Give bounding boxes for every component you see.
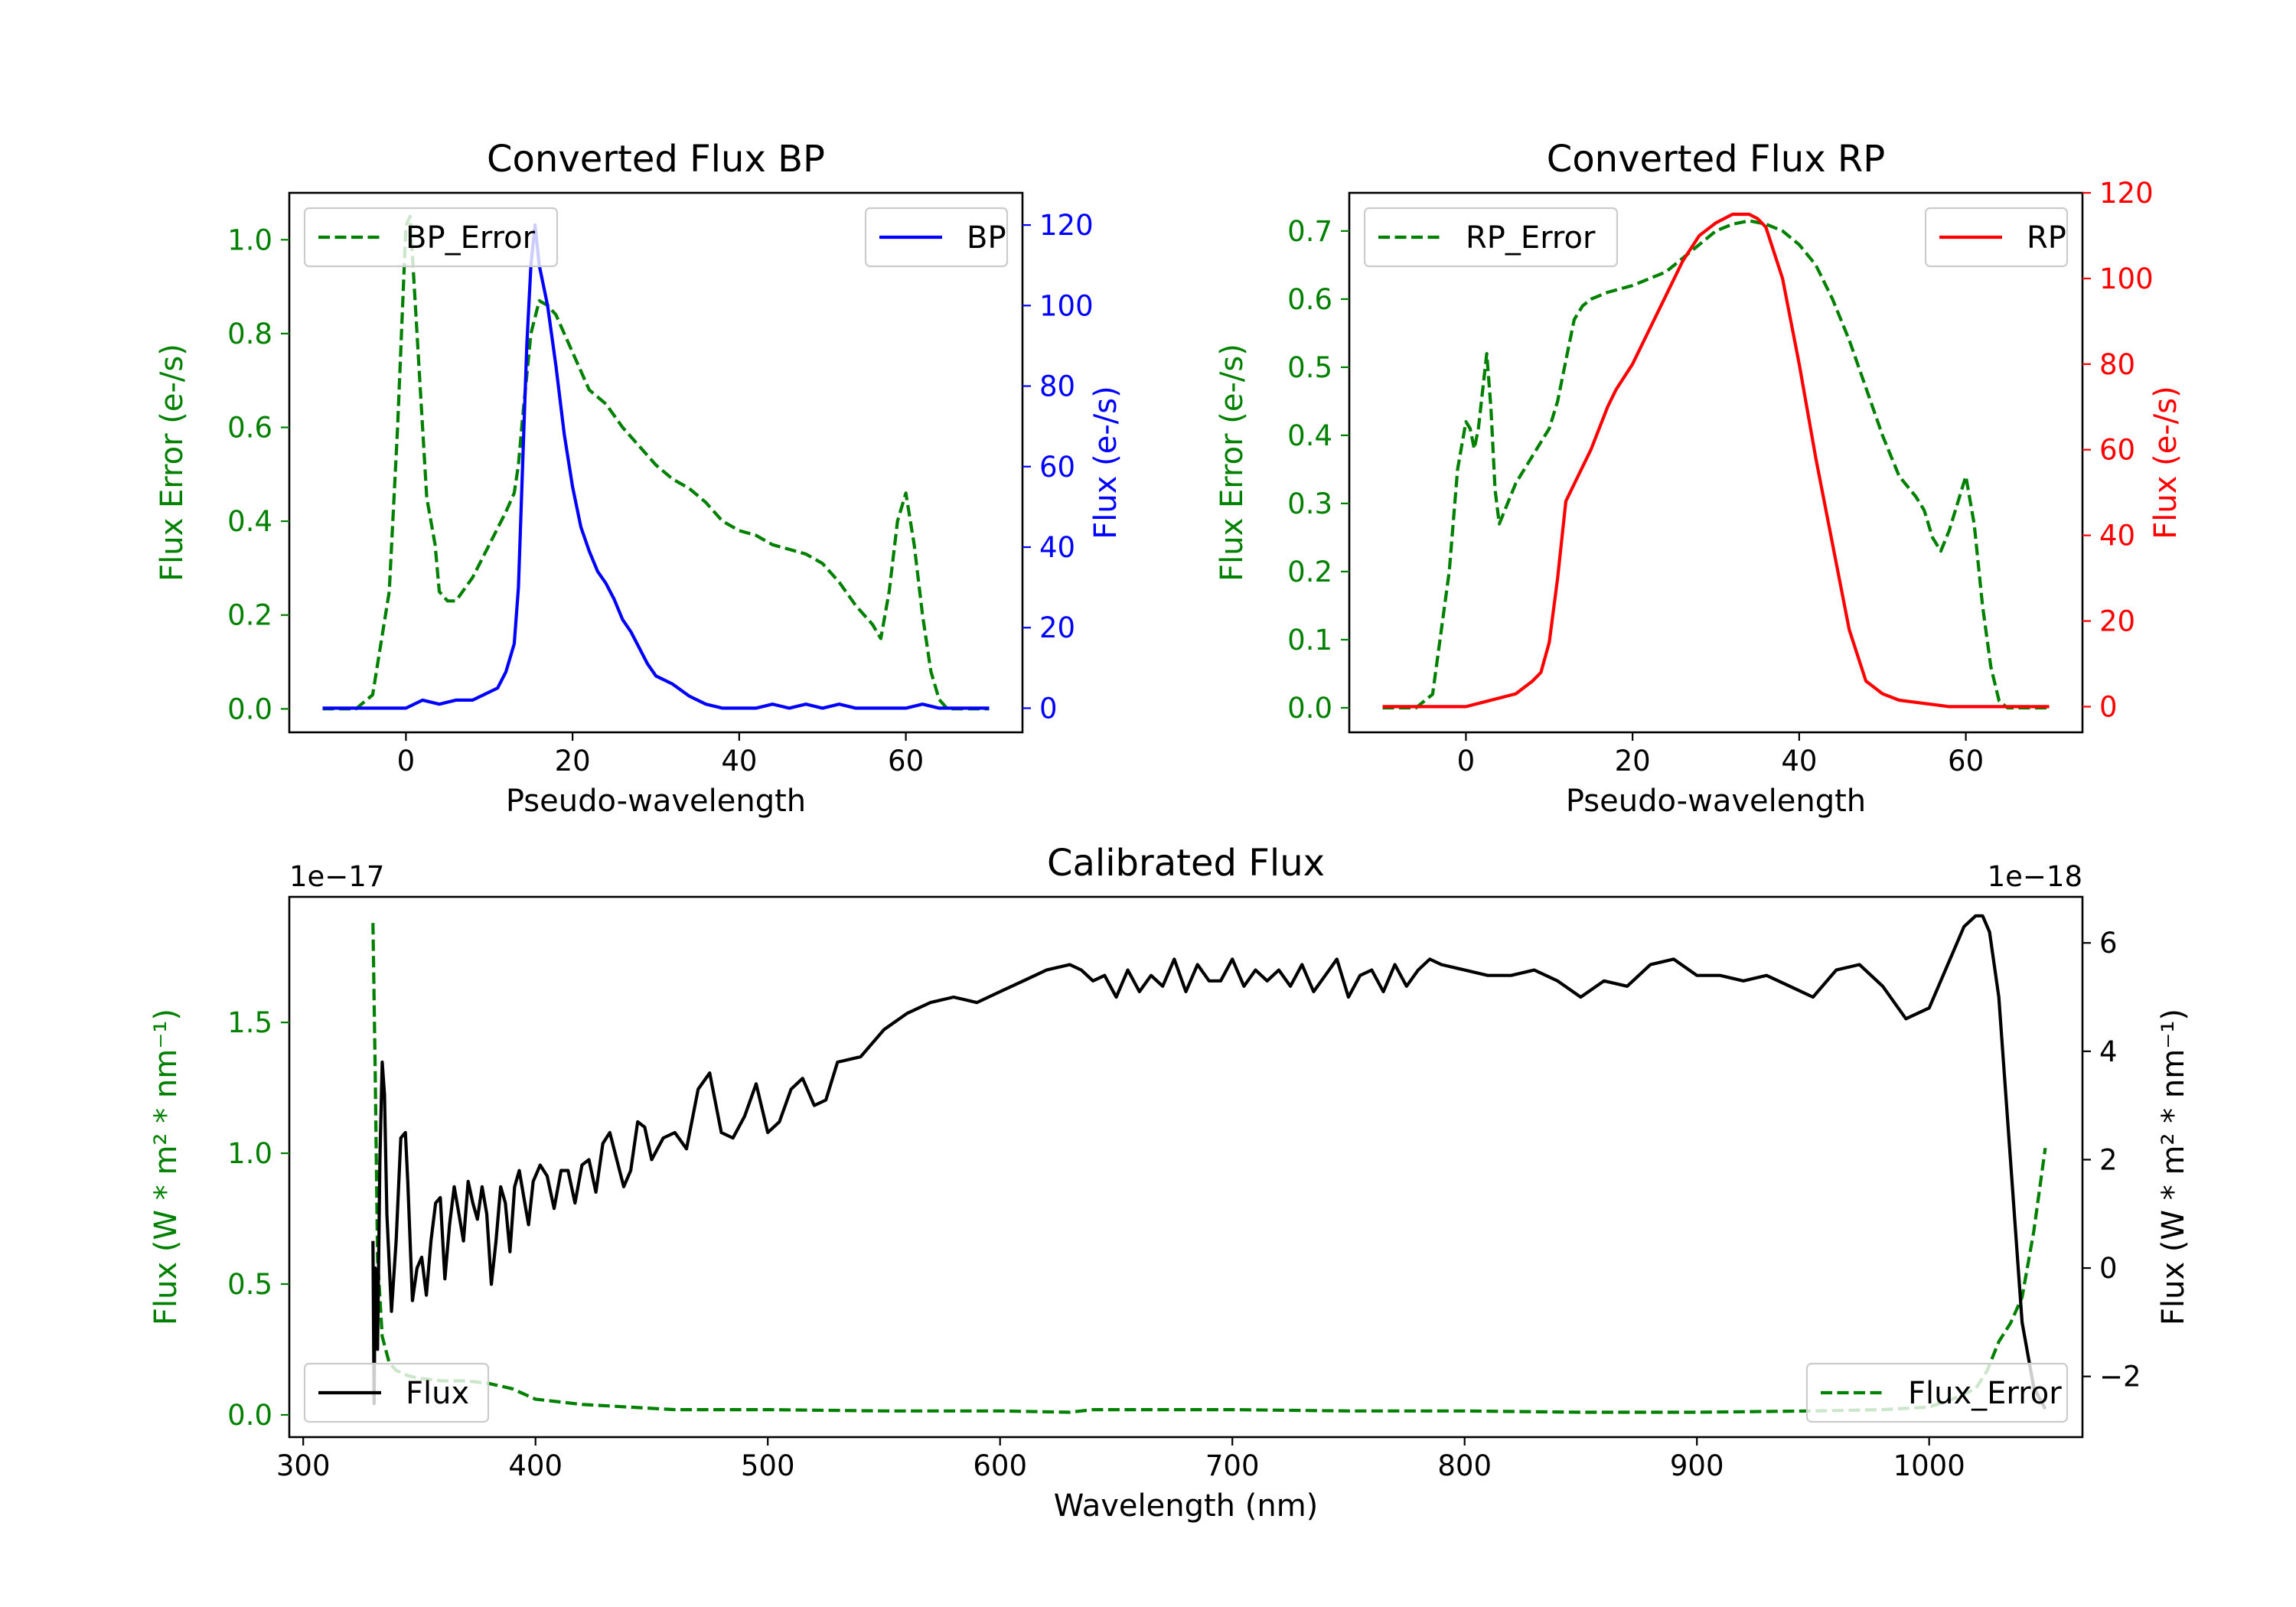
- chart-title: Converted Flux RP: [1547, 138, 1885, 181]
- y-right-axis-label: Flux (W * m² * nm⁻¹): [2156, 1009, 2191, 1325]
- y-left-tick-label: 0.5: [227, 1268, 272, 1301]
- y-left-tick-label: 0.8: [227, 318, 272, 350]
- y-right-offset-label: 1e−18: [1988, 860, 2082, 893]
- x-tick-label: 300: [276, 1449, 331, 1482]
- axes-frame: [288, 895, 2084, 1439]
- y-left-tick-label: 0.7: [1287, 215, 1332, 248]
- y-right-tick-label: 120: [1039, 209, 1094, 242]
- y-right-axis-label: Flux (e-/s): [2148, 386, 2183, 539]
- legend-box: [303, 207, 559, 268]
- y-left-tick-label: 1.0: [227, 1137, 272, 1170]
- chart-bp: 0 20 40 60 0.0 0.2 0.4 0.6 0.8 1.0 0 20 40 60 80 100 120…: [155, 138, 1124, 819]
- y-right-tick-label: 0: [2099, 690, 2118, 723]
- y-right-tick-label: 40: [1039, 531, 1075, 564]
- series-line-rp-error: [1382, 219, 2050, 710]
- y-right-tick-label: 40: [2099, 520, 2135, 553]
- chart-title: Calibrated Flux: [1047, 842, 1325, 885]
- legend-label: BP_Error: [406, 220, 536, 256]
- y-right-tick-label: 100: [1039, 289, 1094, 322]
- y-right-tick-label: 2: [2099, 1143, 2118, 1176]
- y-left-axis-label: Flux (W * m² * nm⁻¹): [148, 1009, 184, 1325]
- y-right-tick-label: 60: [2099, 434, 2135, 467]
- y-left-tick-label: 0.6: [1287, 283, 1332, 316]
- x-axis-label: Pseudo-wavelength: [506, 784, 806, 819]
- legend-box: [1805, 1362, 2069, 1423]
- y-left-tick-label: 0.5: [1287, 351, 1332, 384]
- legend-label: RP_Error: [1466, 220, 1596, 256]
- y-left-tick-label: 0.0: [227, 1399, 272, 1432]
- y-right-axis-label: Flux (e-/s): [1088, 386, 1124, 539]
- chart-calibrated: 300 400 500 600 700 800 900 1000 0.0 0.5 1.0 1.5 −2 0…: [148, 842, 2191, 1524]
- y-right-tick-label: 20: [2099, 605, 2135, 638]
- y-left-tick-label: 0.0: [227, 693, 272, 725]
- x-tick-label: 0: [1457, 745, 1476, 777]
- y-left-tick-label: 1.0: [227, 223, 272, 256]
- series-line-flux: [371, 914, 2047, 1410]
- chart-title: Converted Flux BP: [487, 138, 825, 181]
- series-group: [1382, 212, 2050, 710]
- y-right-tick-label: 0: [1039, 692, 1058, 725]
- axes-frame: [1348, 191, 2084, 734]
- x-tick-label: 500: [741, 1449, 795, 1482]
- x-tick-label: 20: [1615, 745, 1651, 777]
- legend-box: [1363, 207, 1619, 268]
- y-right-tick-label: 0: [2099, 1252, 2118, 1285]
- x-tick-label: 20: [555, 745, 591, 777]
- x-axis-label: Wavelength (nm): [1054, 1488, 1319, 1524]
- legend-rp-error: RP_Error: [1363, 207, 1619, 268]
- x-tick-label: 800: [1437, 1449, 1492, 1482]
- x-tick-label: 40: [721, 745, 757, 777]
- x-tick-label: 0: [397, 745, 416, 777]
- x-tick-label: 900: [1670, 1449, 1724, 1482]
- y-left-tick-label: 0.3: [1287, 487, 1332, 520]
- x-axis-label: Pseudo-wavelength: [1566, 784, 1866, 819]
- series-line-bp-error: [322, 214, 990, 711]
- chart-rp: 0 20 40 60 0.0 0.1 0.2 0.3 0.4 0.5 0.6 0.7 0 20 40 60 80…: [1215, 138, 2183, 819]
- x-tick-label: 400: [508, 1449, 563, 1482]
- y-left-tick-label: 0.6: [227, 412, 272, 445]
- series-line-rp: [1382, 212, 2050, 709]
- y-left-tick-label: 0.2: [1287, 556, 1332, 588]
- y-right-tick-label: 80: [2099, 348, 2135, 381]
- y-left-axis-label: Flux Error (e-/s): [155, 344, 190, 582]
- x-tick-label: 60: [888, 745, 924, 777]
- y-right-tick-label: 60: [1039, 451, 1075, 484]
- y-left-tick-label: 1.5: [227, 1006, 272, 1039]
- legend-rp: RP: [1924, 207, 2069, 268]
- x-tick-label: 700: [1205, 1449, 1260, 1482]
- series-line-bp: [322, 223, 990, 710]
- y-left-tick-label: 0.1: [1287, 624, 1332, 657]
- y-right-tick-label: 120: [2099, 177, 2154, 210]
- y-left-tick-label: 0.4: [1287, 419, 1332, 452]
- y-right-tick-label: 100: [2099, 262, 2154, 295]
- y-left-tick-label: 0.0: [1287, 692, 1332, 725]
- y-right-tick-label: −2: [2099, 1361, 2141, 1393]
- y-right-tick-label: 4: [2099, 1035, 2118, 1068]
- legend-label: BP: [967, 220, 1006, 256]
- y-left-axis-label: Flux Error (e-/s): [1215, 344, 1250, 582]
- legend-label: RP: [2027, 220, 2066, 256]
- x-tick-label: 600: [973, 1449, 1027, 1482]
- x-tick-label: 60: [1948, 745, 1984, 777]
- x-tick-label: 40: [1781, 745, 1817, 777]
- legend-label: Flux: [406, 1376, 469, 1411]
- legend-label: Flux_Error: [1908, 1376, 2062, 1411]
- legend-flux: Flux: [303, 1362, 490, 1423]
- y-left-tick-label: 0.4: [227, 505, 272, 538]
- y-right-tick-label: 20: [1039, 611, 1075, 644]
- y-right-tick-label: 6: [2099, 927, 2118, 960]
- legend-bp: BP: [864, 207, 1009, 268]
- y-left-offset-label: 1e−17: [289, 860, 384, 893]
- legend-flux-error: Flux_Error: [1805, 1362, 2069, 1423]
- y-right-tick-label: 80: [1039, 370, 1075, 403]
- series-group: [322, 214, 990, 711]
- y-left-tick-label: 0.2: [227, 599, 272, 632]
- legend-box: [303, 1362, 490, 1423]
- x-tick-label: 1000: [1893, 1449, 1965, 1482]
- legend-bp-error: BP_Error: [303, 207, 559, 268]
- axes-frame: [288, 191, 1024, 734]
